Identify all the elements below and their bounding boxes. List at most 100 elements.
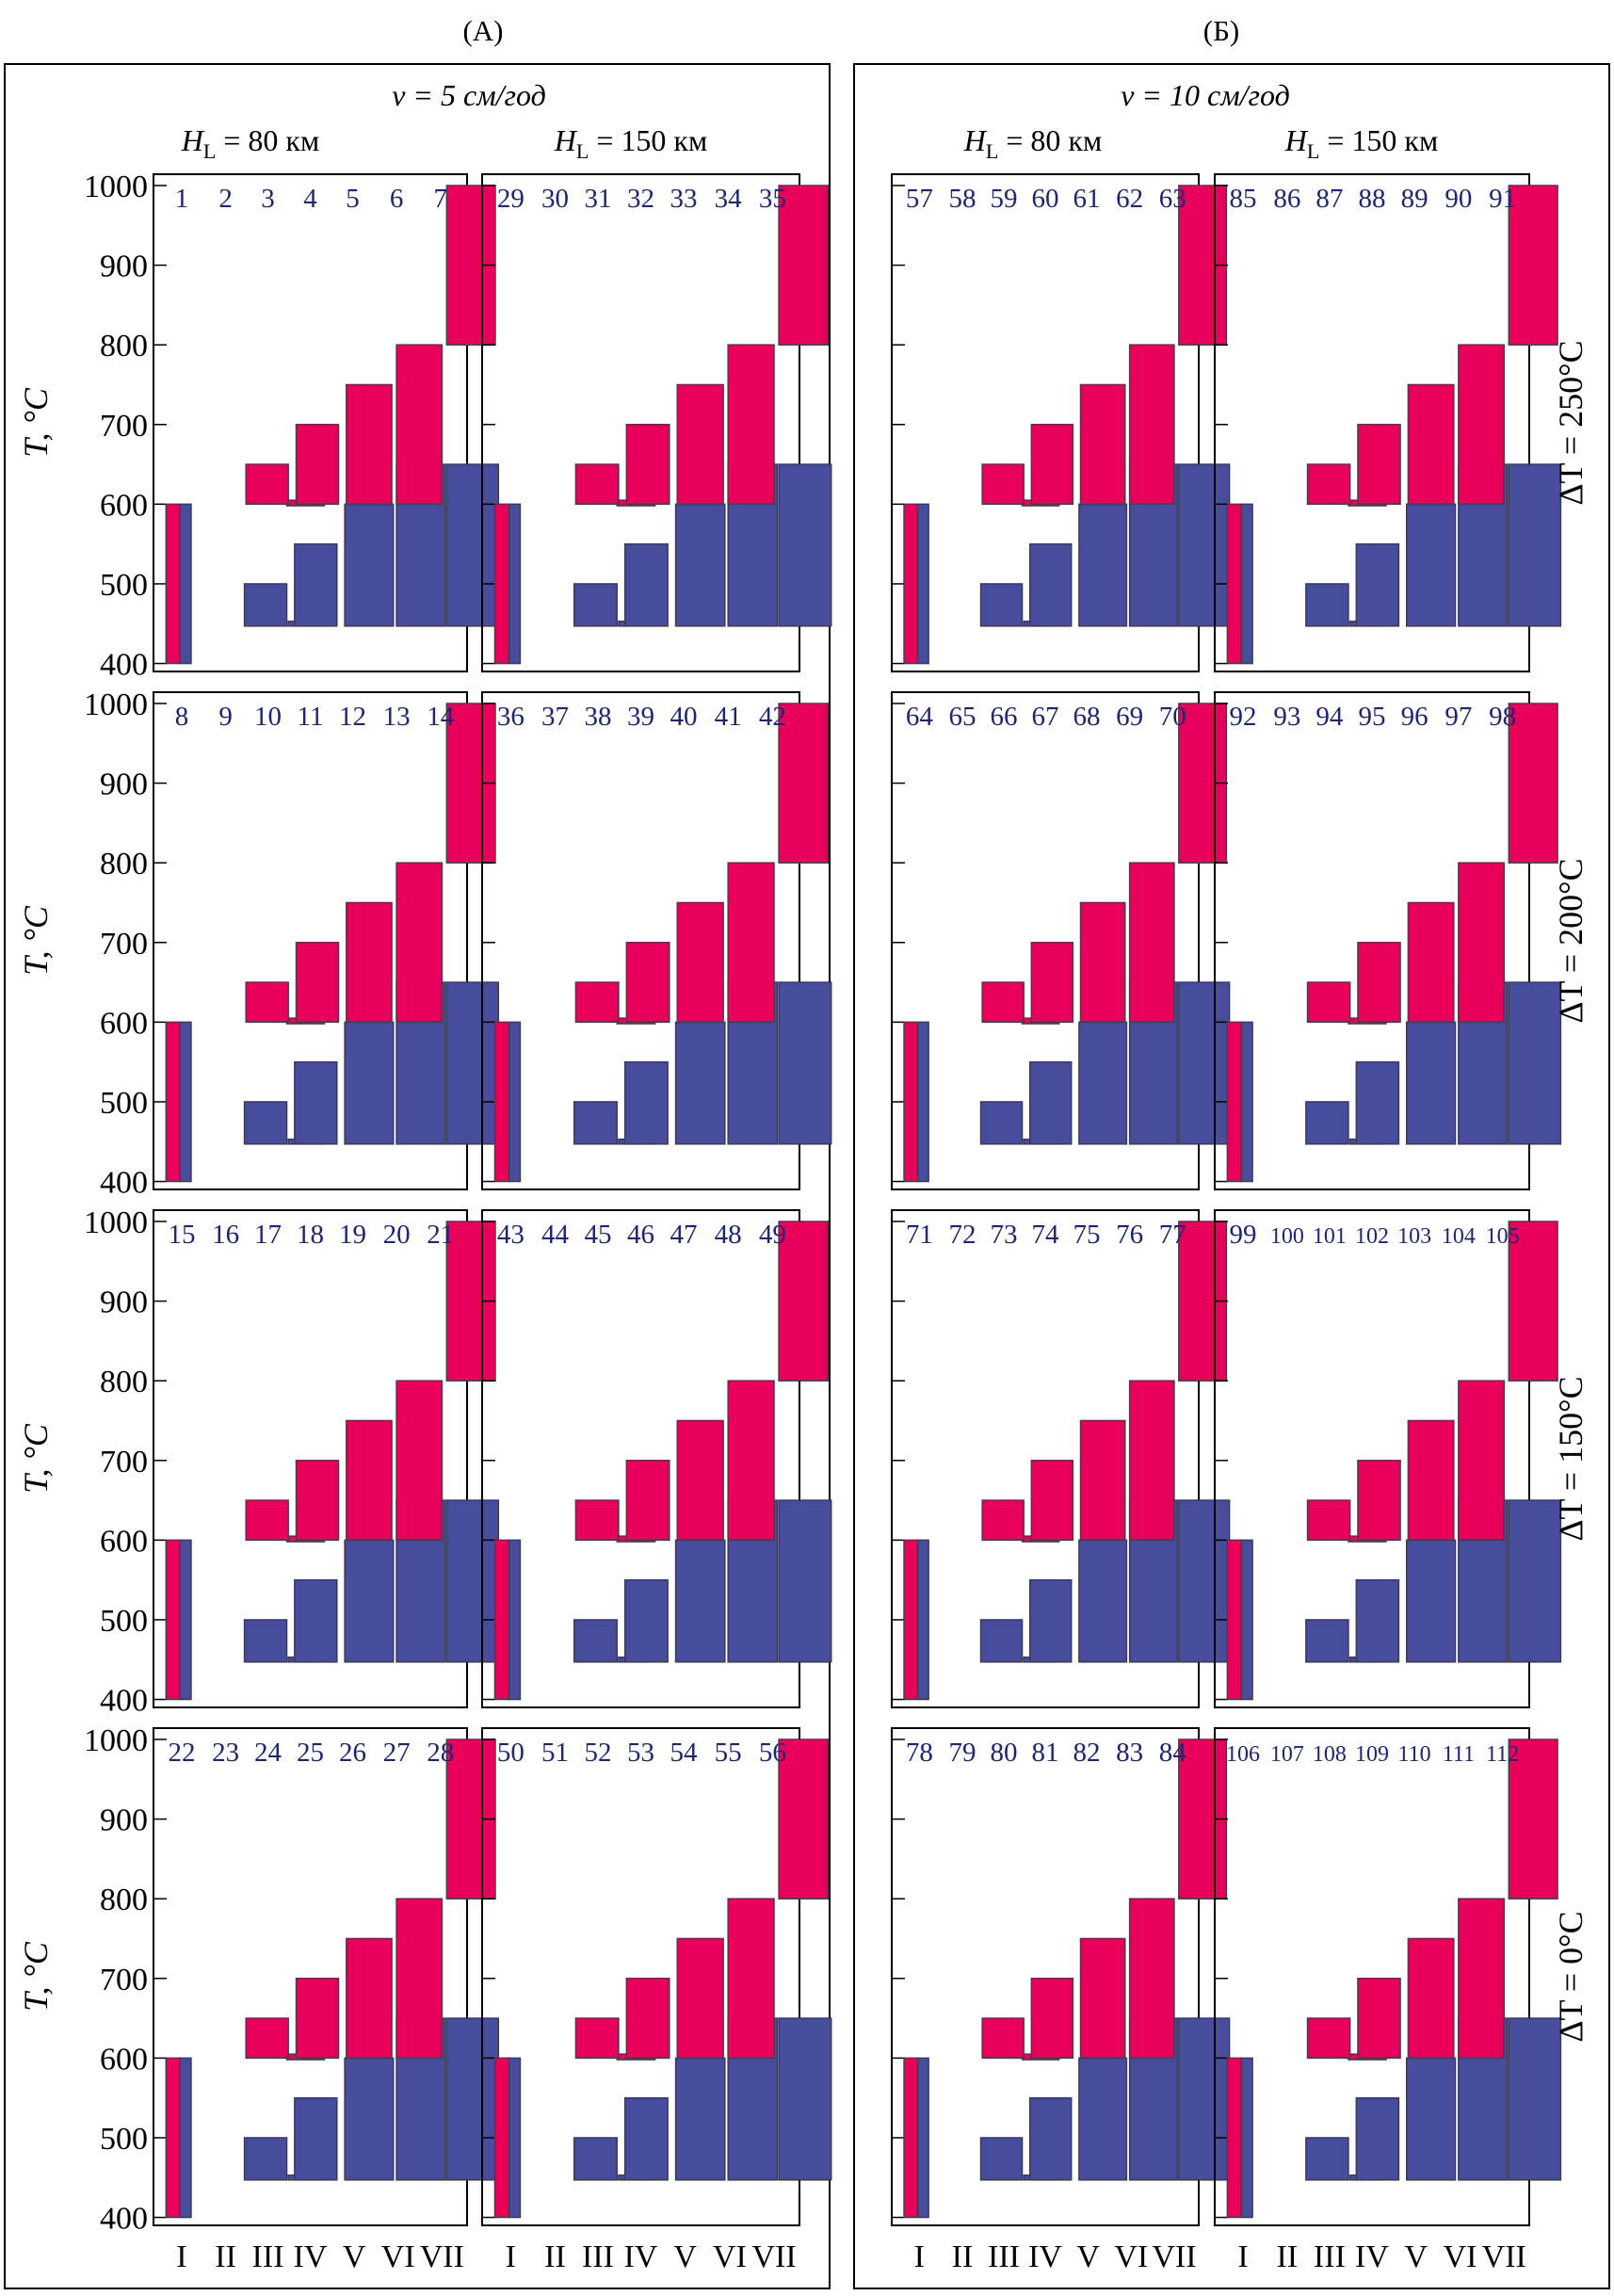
- bar-red-III: [981, 2017, 1025, 2060]
- subplot-frame: [891, 691, 1200, 1190]
- y-tick-label: 500: [100, 568, 148, 603]
- bar-blue-VII: [445, 2017, 500, 2181]
- case-number: 79: [948, 1738, 976, 1768]
- case-number: 46: [627, 1220, 654, 1250]
- bar-red-V: [1079, 383, 1126, 506]
- case-number: 33: [670, 184, 697, 214]
- bar-red-VI: [1128, 344, 1175, 506]
- x-tick-label: VII: [1152, 2239, 1196, 2274]
- hl-subscript: L: [203, 139, 216, 163]
- bar-red-V: [1407, 383, 1455, 506]
- bar-red-III: [574, 2017, 620, 2060]
- bar-blue-V: [344, 2057, 395, 2181]
- bar-red-VII: [1508, 1738, 1558, 1900]
- case-number: 9: [218, 702, 233, 732]
- case-number: 48: [715, 1220, 742, 1250]
- case-number: 69: [1116, 702, 1143, 732]
- panel-b-frame: [853, 63, 1610, 2289]
- bar-blue-V: [1078, 1539, 1128, 1663]
- case-number: 25: [297, 1738, 324, 1768]
- y-tick-label: 800: [100, 1883, 148, 1917]
- case-number: 49: [759, 1220, 786, 1250]
- y-tick-label: 700: [100, 1445, 148, 1479]
- x-tick-label: III: [988, 2239, 1020, 2274]
- subplot-1-1: 400 500 600 700 800 900 1000 1 2 3 4 5 6 7 T, °C: [17, 170, 500, 683]
- case-number: 87: [1315, 184, 1343, 214]
- case-number: 41: [715, 702, 742, 732]
- case-number: 82: [1073, 1738, 1101, 1768]
- bar-red-IV: [295, 1978, 340, 2060]
- case-number: 54: [670, 1738, 698, 1768]
- case-number: 76: [1116, 1220, 1143, 1250]
- case-number: 15: [168, 1220, 195, 1250]
- bar-red-VII: [778, 703, 830, 864]
- x-tick-label: I: [506, 2239, 516, 2274]
- bar-blue-V: [674, 1021, 726, 1145]
- case-number: 44: [541, 1220, 570, 1250]
- bar-red-III: [574, 463, 620, 506]
- case-number: 45: [585, 1220, 612, 1250]
- case-number: 67: [1032, 702, 1059, 732]
- bar-red-V: [346, 1419, 393, 1542]
- y-tick-label: 900: [100, 1285, 148, 1320]
- bar-red-VII: [1178, 703, 1228, 864]
- bar-blue-III: [1305, 2137, 1349, 2181]
- bar-blue-I: [1240, 503, 1253, 665]
- y-tick-label: 1000: [84, 1205, 148, 1240]
- bar-red-VI: [727, 1380, 775, 1542]
- bar-blue-III: [1305, 1619, 1349, 1663]
- bar-blue-IV: [623, 1060, 669, 1145]
- x-tick-label: I: [176, 2239, 186, 2274]
- case-number: 90: [1445, 184, 1472, 214]
- bar-red-III: [1306, 463, 1351, 506]
- subplot-4-1: 85 86 87 88 89 90 91 ΔT = 250°C: [1214, 173, 1590, 672]
- bar-blue-IV: [1028, 1578, 1073, 1663]
- bar-red-III: [1306, 2017, 1351, 2060]
- bar-blue-V: [1405, 1021, 1457, 1145]
- bar-blue-V: [674, 2057, 726, 2181]
- velocity-label-a: v = 5 см/год: [392, 78, 546, 112]
- bar-blue-I: [916, 503, 929, 665]
- case-number: 32: [627, 184, 654, 214]
- hl-value: = 80 км: [998, 123, 1102, 157]
- bar-blue-IV: [1028, 1060, 1073, 1145]
- case-number: 77: [1159, 1220, 1186, 1250]
- bar-red-IV: [1030, 942, 1074, 1024]
- bar-blue-I: [508, 2057, 522, 2219]
- case-number: 80: [990, 1738, 1017, 1768]
- bar-blue-I: [179, 1021, 192, 1183]
- case-number: 26: [339, 1738, 366, 1768]
- case-number: 85: [1230, 184, 1257, 214]
- bar-red-V: [676, 1937, 724, 2060]
- bar-blue-I: [179, 503, 192, 665]
- bar-blue-III: [243, 2137, 288, 2181]
- bar-red-IV: [295, 942, 340, 1024]
- y-axis-label: T, °C: [17, 1423, 55, 1494]
- y-tick-label: 700: [100, 409, 148, 444]
- case-number: 91: [1489, 184, 1516, 214]
- bar-red-V: [1079, 1937, 1126, 2060]
- bar-red-VII: [1508, 185, 1558, 346]
- bar-red-V: [346, 901, 393, 1024]
- bar-red-VI: [1128, 862, 1175, 1024]
- bar-blue-VII: [1178, 463, 1231, 627]
- bar-red-VI: [1458, 862, 1506, 1024]
- case-number: 22: [168, 1738, 195, 1768]
- subplot-frame: [481, 173, 800, 672]
- bar-red-VII: [445, 185, 496, 346]
- bar-red-I: [1226, 2057, 1243, 2219]
- case-number: 34: [715, 184, 743, 214]
- case-number: 53: [627, 1738, 654, 1768]
- bar-red-III: [574, 981, 620, 1024]
- y-tick-label: 600: [100, 1006, 148, 1041]
- bar-blue-IV: [1355, 2096, 1400, 2181]
- case-number: 94: [1315, 702, 1344, 732]
- bar-blue-VII: [778, 981, 832, 1145]
- bar-red-I: [493, 1021, 510, 1183]
- y-tick-label: 600: [100, 2042, 148, 2077]
- case-number: 4: [303, 184, 317, 214]
- bar-blue-IV: [1355, 542, 1400, 627]
- case-number: 13: [383, 702, 411, 732]
- bar-red-V: [676, 1419, 724, 1542]
